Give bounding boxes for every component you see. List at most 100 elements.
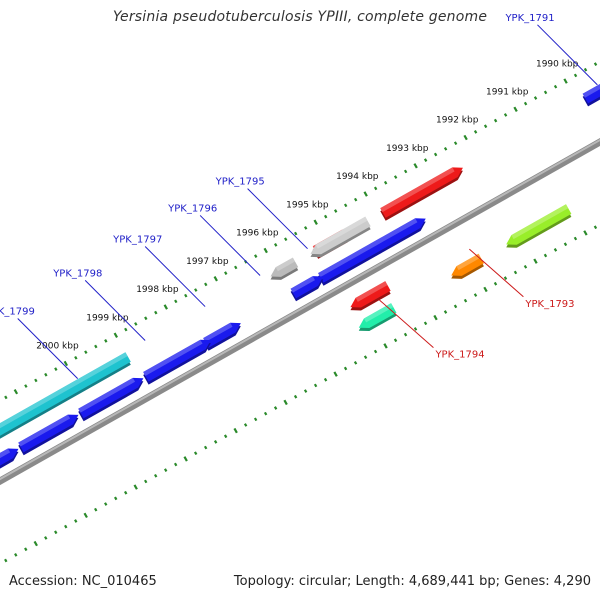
minor-tick xyxy=(203,445,208,450)
minor-tick xyxy=(333,209,338,213)
feature-cds-5[interactable] xyxy=(290,276,324,302)
minor-tick xyxy=(303,389,308,393)
major-tick xyxy=(413,163,418,169)
minor-tick xyxy=(503,276,508,280)
minor-tick xyxy=(174,299,178,304)
feature-gene-orange[interactable] xyxy=(451,253,484,279)
gene-label-text: YPK_1796 xyxy=(167,203,217,214)
feature-cds-9[interactable] xyxy=(18,414,79,456)
ruler-label: 1991 kbp xyxy=(486,87,529,97)
feature-body xyxy=(203,322,241,348)
minor-tick xyxy=(353,197,358,202)
minor-tick xyxy=(543,253,548,258)
feature-highlight xyxy=(363,303,394,323)
feature-body xyxy=(0,352,131,436)
major-tick xyxy=(283,399,288,406)
minor-tick xyxy=(273,406,278,410)
minor-tick xyxy=(373,349,378,354)
minor-tick xyxy=(143,479,148,484)
ruler-label: 1999 kbp xyxy=(86,313,129,323)
minor-tick xyxy=(24,547,28,552)
feature-body xyxy=(290,276,324,299)
minor-tick xyxy=(503,113,508,117)
gene-label-ypk_1793[interactable]: YPK_1793 xyxy=(469,248,575,310)
feature-highlight xyxy=(318,218,418,278)
feature-highlight xyxy=(203,322,233,343)
minor-tick xyxy=(234,265,238,270)
minor-tick xyxy=(533,96,538,100)
feature-cds-2[interactable] xyxy=(380,167,463,221)
minor-tick xyxy=(493,118,498,123)
minor-tick xyxy=(463,298,468,303)
gene-label-text: YPK_1793 xyxy=(524,299,574,310)
major-tick xyxy=(263,247,268,254)
feature-cds-11[interactable] xyxy=(350,281,391,311)
leader-line xyxy=(144,246,206,307)
feature-cds-10[interactable] xyxy=(0,448,19,483)
major-tick xyxy=(83,512,88,519)
minor-tick xyxy=(323,377,328,382)
major-tick xyxy=(33,540,38,547)
ruler-label: 1994 kbp xyxy=(336,172,379,182)
gene-label-ypk_1799[interactable]: YPK_1799 xyxy=(0,307,79,379)
leader-line xyxy=(379,299,434,348)
minor-tick xyxy=(64,524,68,529)
minor-tick xyxy=(553,248,558,252)
gene-label-ypk_1798[interactable]: YPK_1798 xyxy=(52,268,146,341)
minor-tick xyxy=(313,383,318,388)
gene-label-ypk_1797[interactable]: YPK_1797 xyxy=(112,235,206,307)
feature-highlight xyxy=(78,377,136,413)
feature-cds-1[interactable] xyxy=(582,76,600,107)
minor-tick xyxy=(343,203,348,208)
minor-tick xyxy=(473,130,478,134)
minor-tick xyxy=(553,84,558,89)
minor-tick xyxy=(154,310,158,315)
minor-tick xyxy=(104,339,108,343)
minor-tick xyxy=(443,310,448,314)
major-tick xyxy=(213,276,218,282)
gene-label-ypk_1791[interactable]: YPK_1791 xyxy=(504,13,598,86)
feature-highlight xyxy=(275,257,296,272)
feature-highlight xyxy=(511,204,569,240)
major-tick xyxy=(233,427,238,434)
feature-gene-grey-2[interactable] xyxy=(270,257,299,280)
gene-label-text: YPK_1798 xyxy=(52,268,102,279)
gene-label-ypk_1795[interactable]: YPK_1795 xyxy=(215,177,308,250)
feature-gene-teal[interactable] xyxy=(358,303,397,332)
minor-tick xyxy=(194,288,198,292)
gene-label-text: YPK_1797 xyxy=(112,235,162,246)
feature-gene-cyan[interactable] xyxy=(0,352,131,462)
minor-tick xyxy=(153,473,158,478)
minor-tick xyxy=(44,536,48,540)
gene-label-ypk_1794[interactable]: YPK_1794 xyxy=(379,299,485,361)
feature-cds-4[interactable] xyxy=(318,218,426,286)
minor-tick xyxy=(224,271,228,275)
backbone-highlight xyxy=(0,138,600,481)
leader-line xyxy=(17,318,79,379)
minor-tick xyxy=(373,186,378,191)
feature-cds-6[interactable] xyxy=(203,322,241,351)
minor-tick xyxy=(223,434,228,439)
ruler-label: 1993 kbp xyxy=(386,144,429,154)
major-tick xyxy=(113,332,118,338)
minor-tick xyxy=(34,378,38,383)
feature-gene-lime[interactable] xyxy=(506,204,572,248)
minor-tick xyxy=(423,158,428,162)
feature-cds-7[interactable] xyxy=(143,339,211,385)
minor-tick xyxy=(163,468,168,472)
major-tick xyxy=(583,230,588,236)
major-tick xyxy=(463,134,468,141)
feature-cds-8[interactable] xyxy=(78,377,144,422)
feature-gene-grey-1[interactable] xyxy=(310,216,371,258)
minor-tick xyxy=(593,225,598,230)
gene-label-text: YPK_1794 xyxy=(434,350,484,361)
major-tick xyxy=(563,78,568,84)
leader-line xyxy=(84,280,146,341)
leader-line xyxy=(199,215,261,276)
minor-tick xyxy=(304,226,308,230)
major-tick xyxy=(333,371,338,377)
ruler-label: 1992 kbp xyxy=(436,116,479,126)
gene-label-ypk_1796[interactable]: YPK_1796 xyxy=(167,203,261,276)
